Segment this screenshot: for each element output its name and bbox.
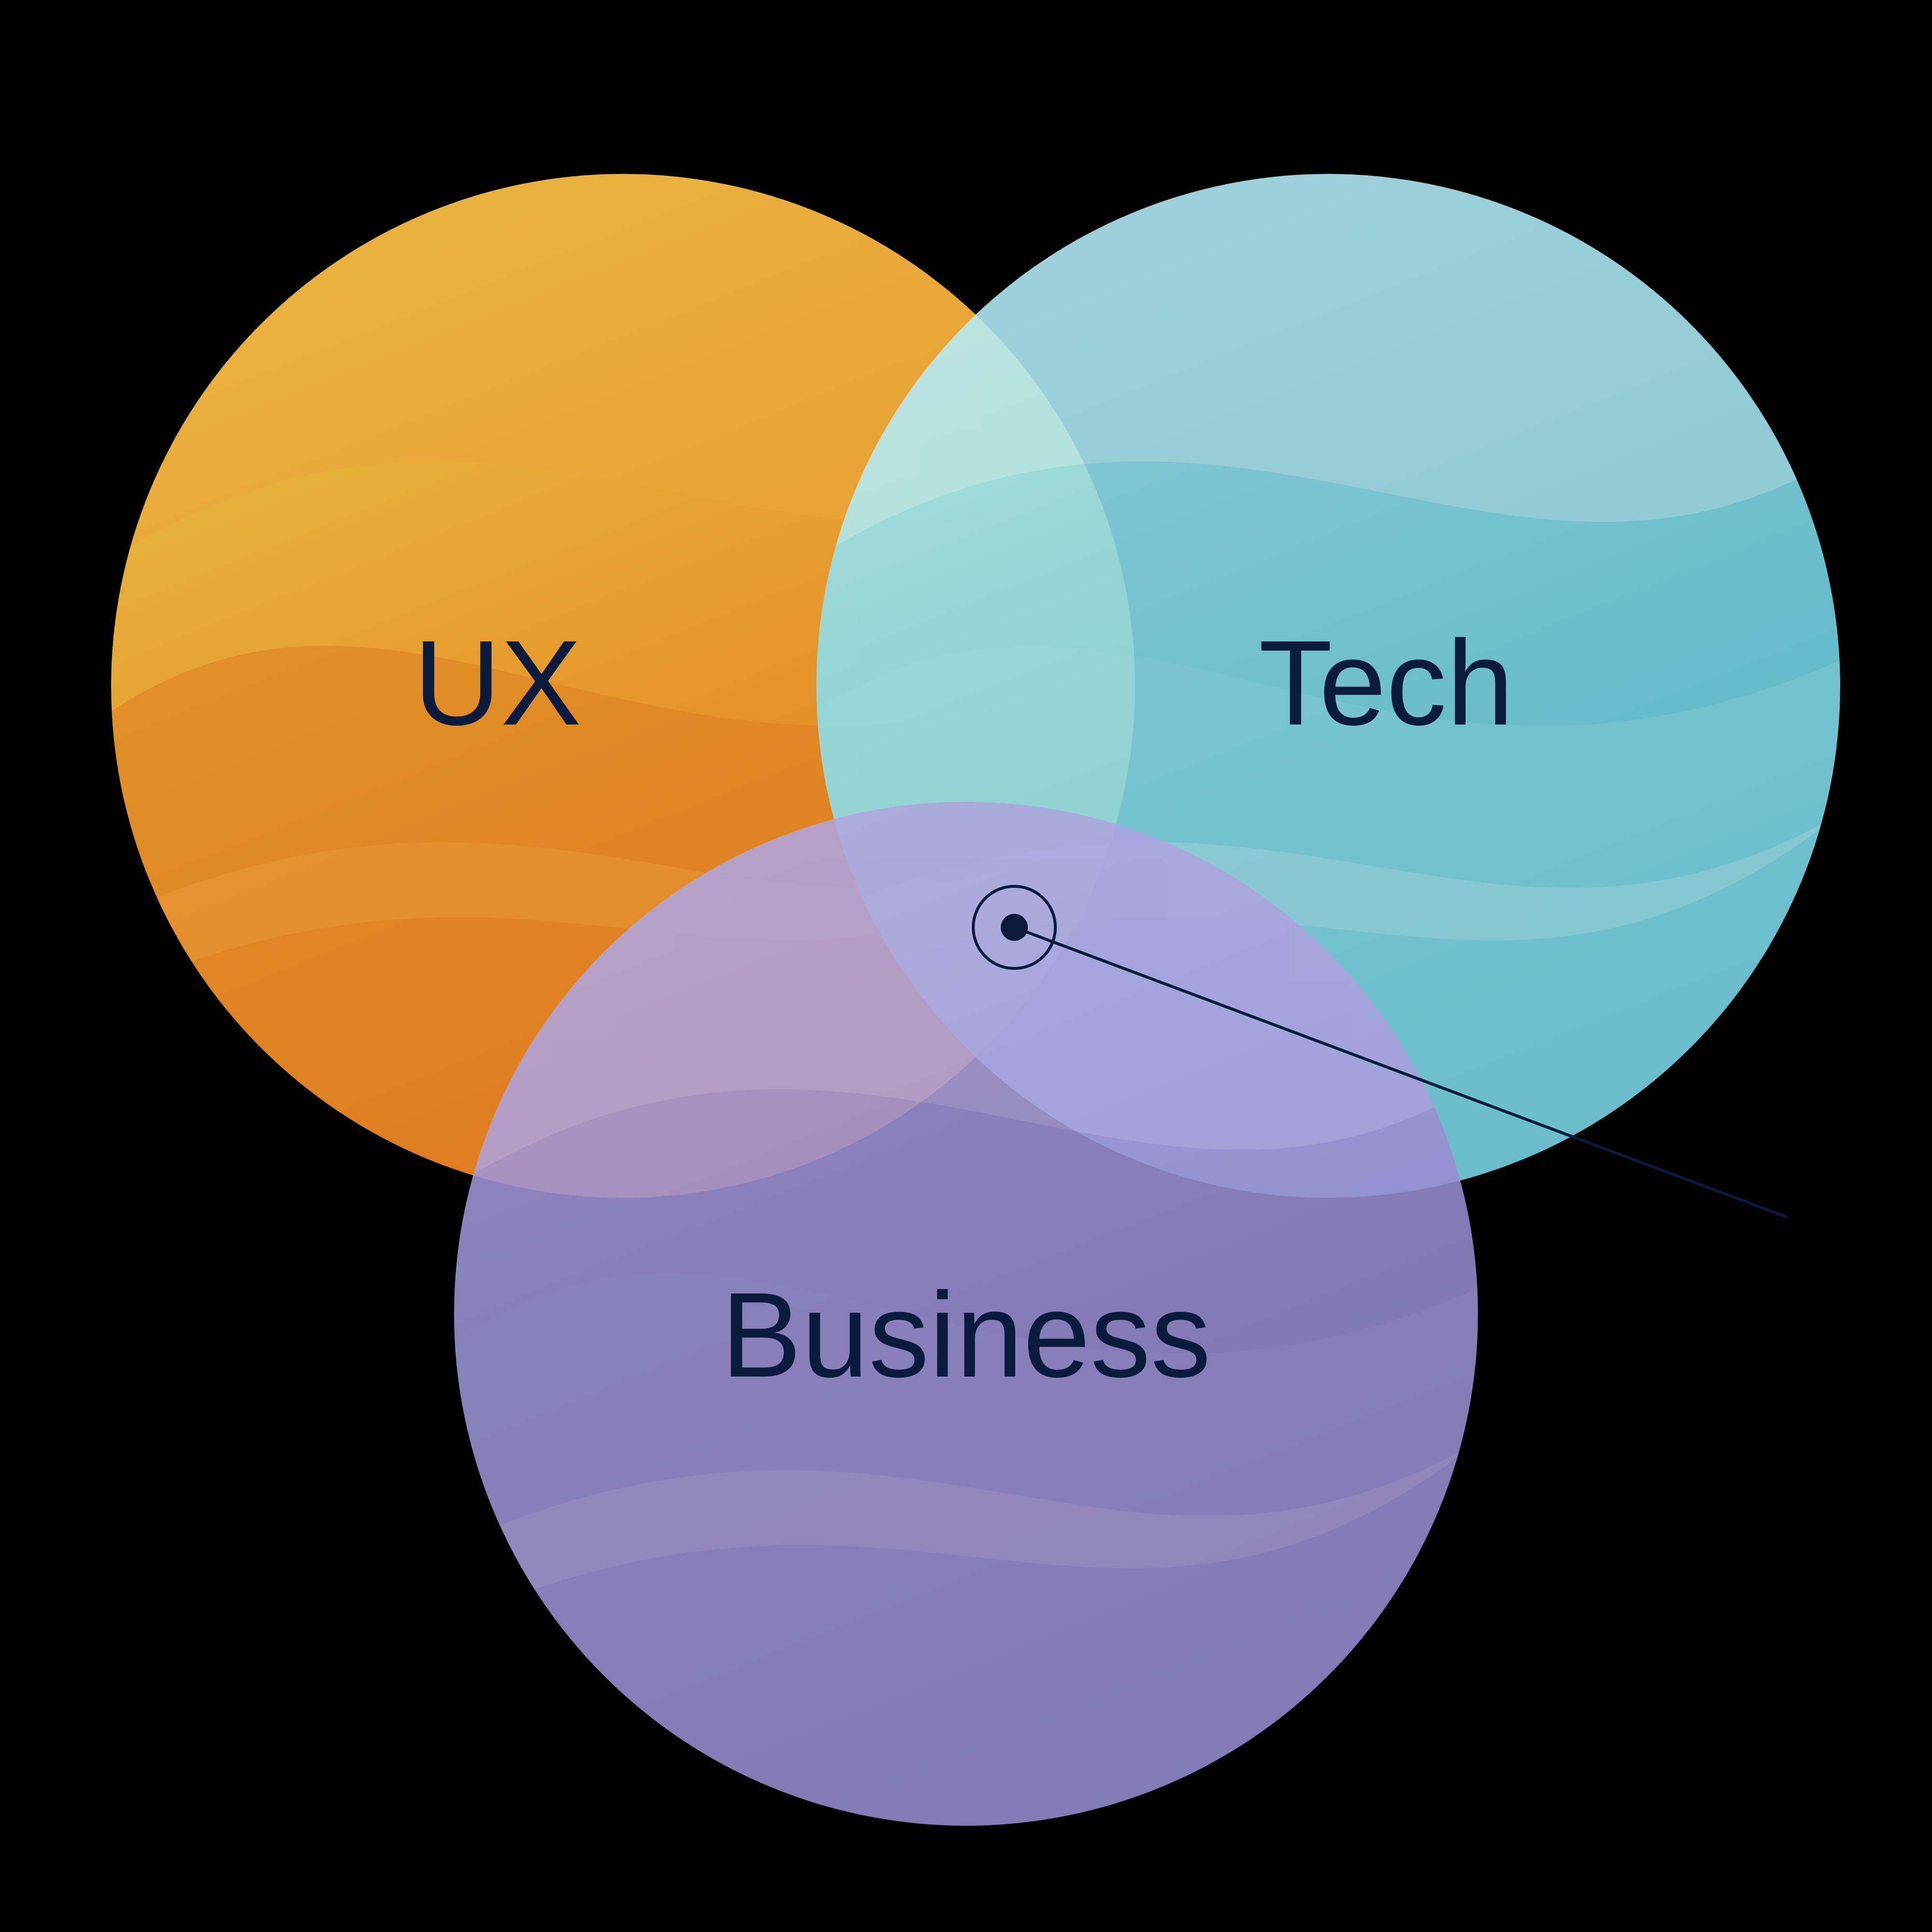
venn-label-tech: Tech [1259,615,1514,750]
venn-diagram: UX Tech Business [0,0,1932,1932]
intersection-dot-icon [1001,914,1028,941]
venn-label-business: Business [721,1267,1211,1402]
venn-circles [111,174,1840,1826]
venn-label-ux: UX [413,615,581,750]
